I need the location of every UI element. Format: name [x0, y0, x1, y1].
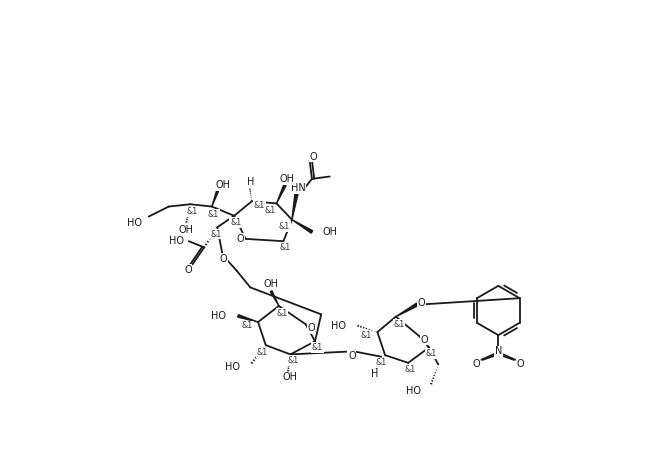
Text: OH: OH	[263, 279, 279, 290]
Text: &1: &1	[376, 358, 387, 368]
Text: O: O	[348, 351, 356, 361]
Text: O: O	[237, 234, 244, 244]
Text: H: H	[371, 369, 378, 379]
Text: O: O	[184, 265, 192, 274]
Text: &1: &1	[287, 356, 298, 365]
Text: &1: &1	[186, 207, 197, 217]
Text: &1: &1	[276, 309, 287, 318]
Text: &1: &1	[241, 321, 253, 330]
Polygon shape	[212, 189, 219, 206]
Text: O: O	[219, 254, 227, 264]
Text: O: O	[421, 335, 428, 345]
Text: &1: &1	[210, 230, 221, 239]
Text: O: O	[307, 323, 315, 333]
Text: &1: &1	[405, 365, 416, 374]
Text: O: O	[417, 298, 425, 308]
Text: &1: &1	[426, 349, 437, 358]
Text: HO: HO	[211, 311, 226, 321]
Text: &1: &1	[393, 320, 404, 329]
Polygon shape	[270, 291, 279, 306]
Text: O: O	[517, 360, 525, 369]
Text: OH: OH	[282, 373, 297, 383]
Text: N: N	[494, 346, 502, 356]
Text: HO: HO	[406, 385, 421, 396]
Text: OH: OH	[216, 180, 231, 190]
Text: OH: OH	[279, 174, 294, 184]
Text: &1: &1	[312, 343, 323, 352]
Text: HO: HO	[225, 362, 239, 373]
Text: OH: OH	[323, 227, 338, 237]
Polygon shape	[396, 303, 418, 317]
Text: &1: &1	[256, 348, 267, 357]
Text: &1: &1	[208, 210, 219, 219]
Text: OH: OH	[179, 225, 194, 235]
Text: &1: &1	[265, 206, 276, 215]
Polygon shape	[292, 193, 298, 219]
Polygon shape	[292, 219, 313, 233]
Text: HO: HO	[169, 236, 184, 246]
Polygon shape	[237, 315, 258, 322]
Text: &1: &1	[361, 331, 372, 340]
Text: HO: HO	[127, 218, 142, 228]
Text: O: O	[472, 360, 480, 369]
Text: H: H	[247, 177, 254, 187]
Text: HN: HN	[291, 183, 305, 193]
Text: &1: &1	[280, 243, 291, 252]
Text: &1: &1	[230, 218, 241, 227]
Polygon shape	[276, 185, 286, 204]
Text: HO: HO	[331, 321, 346, 331]
Text: &1: &1	[279, 222, 290, 231]
Text: &1: &1	[254, 201, 265, 210]
Text: O: O	[310, 151, 317, 162]
